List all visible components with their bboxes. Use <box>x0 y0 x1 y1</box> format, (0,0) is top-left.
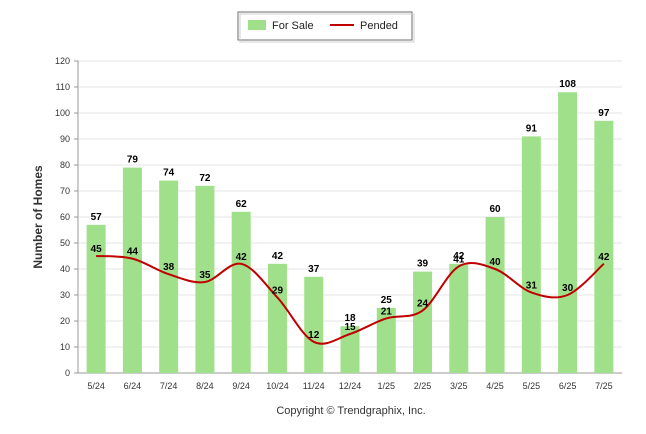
bar-for-sale <box>267 263 287 373</box>
y-tick-label: 70 <box>60 186 70 196</box>
y-tick-label: 110 <box>56 82 70 92</box>
for-sale-value-label: 91 <box>526 123 538 134</box>
for-sale-value-label: 72 <box>199 173 211 184</box>
bar-for-sale <box>521 136 541 373</box>
bar-for-sale <box>304 276 324 373</box>
bar-for-sale <box>159 180 179 373</box>
for-sale-value-label: 18 <box>344 313 356 324</box>
pended-value-label: 24 <box>417 299 429 310</box>
y-tick-label: 50 <box>60 238 70 248</box>
data-labels: 57 79 74 72 62 42 37 18 25 39 42 60 91 108 97 45 44 38 35 4… <box>91 79 610 341</box>
x-tick-label: 7/24 <box>160 381 178 391</box>
for-sale-value-label: 74 <box>163 168 175 179</box>
legend-swatch-for-sale <box>248 20 266 30</box>
pended-value-label: 30 <box>562 283 574 294</box>
pended-value-label: 15 <box>344 322 356 333</box>
bar-for-sale <box>340 326 360 373</box>
x-tick-label: 6/25 <box>559 381 577 391</box>
y-tick-label: 90 <box>60 134 70 144</box>
x-tick-label: 5/25 <box>523 381 541 391</box>
pended-value-label: 42 <box>236 252 248 263</box>
bar-for-sale <box>231 211 251 373</box>
y-tick-label: 30 <box>60 290 70 300</box>
bar-for-sale <box>594 120 614 373</box>
x-tick-label: 7/25 <box>595 381 613 391</box>
bar-for-sale <box>413 271 433 373</box>
for-sale-value-label: 108 <box>559 79 576 90</box>
pended-value-label: 21 <box>381 306 393 317</box>
for-sale-value-label: 37 <box>308 264 320 275</box>
for-sale-value-label: 60 <box>490 204 502 215</box>
x-axis-ticks: 5/24 6/24 7/24 8/24 9/24 10/24 11/24 12/24 1/25 2… <box>87 381 612 391</box>
pended-series-line <box>96 255 605 345</box>
bar-for-sale <box>376 308 396 373</box>
legend-label-pended: Pended <box>360 20 398 32</box>
for-sale-value-label: 97 <box>598 108 610 119</box>
x-tick-label: 12/24 <box>339 381 362 391</box>
pended-value-label: 44 <box>127 247 139 258</box>
bar-for-sale <box>449 263 469 373</box>
y-tick-label: 0 <box>65 368 70 378</box>
legend-label-for-sale: For Sale <box>272 20 314 32</box>
pended-value-label: 40 <box>490 257 502 268</box>
y-tick-label: 20 <box>60 316 70 326</box>
x-tick-label: 11/24 <box>303 381 325 391</box>
pended-value-label: 45 <box>91 244 103 255</box>
bars <box>86 92 614 373</box>
for-sale-value-label: 57 <box>91 212 103 223</box>
pended-value-label: 41 <box>453 254 465 265</box>
x-tick-label: 9/24 <box>232 381 250 391</box>
x-tick-label: 8/24 <box>196 381 214 391</box>
pended-line <box>96 255 605 345</box>
y-tick-label: 120 <box>55 56 70 66</box>
bar-for-sale <box>485 217 505 373</box>
x-tick-label: 3/25 <box>450 381 468 391</box>
copyright: Copyright © Trendgraphix, Inc. <box>276 405 425 417</box>
x-tick-label: 4/25 <box>486 381 504 391</box>
x-tick-label: 10/24 <box>266 381 289 391</box>
pended-value-label: 31 <box>526 280 538 291</box>
y-tick-label: 60 <box>60 212 70 222</box>
x-tick-label: 6/24 <box>124 381 142 391</box>
y-tick-label: 100 <box>55 108 70 118</box>
for-sale-value-label: 42 <box>453 251 465 262</box>
for-sale-value-label: 42 <box>272 251 284 262</box>
bar-for-sale <box>195 185 215 373</box>
y-tick-label: 80 <box>60 160 70 170</box>
for-sale-value-label: 79 <box>127 155 139 166</box>
y-axis-title: Number of Homes <box>31 165 45 269</box>
pended-value-label: 12 <box>308 330 320 341</box>
x-tick-label: 2/25 <box>414 381 432 391</box>
bar-for-sale <box>558 92 578 373</box>
x-tick-label: 5/24 <box>87 381 105 391</box>
for-sale-value-label: 25 <box>381 295 393 306</box>
pended-value-label: 38 <box>163 262 175 273</box>
for-sale-value-label: 62 <box>236 199 248 210</box>
y-axis-ticks: 0 10 20 30 40 50 60 70 80 90 100 110 120 <box>55 56 79 378</box>
y-tick-label: 10 <box>60 342 70 352</box>
pended-value-label: 42 <box>598 252 610 263</box>
x-tick-label: 1/25 <box>378 381 396 391</box>
legend: For Sale Pended <box>237 11 415 43</box>
pended-value-label: 35 <box>199 270 211 281</box>
bar-for-sale <box>122 167 142 373</box>
bar-for-sale <box>86 224 106 373</box>
y-tick-label: 40 <box>60 264 70 274</box>
for-sale-value-label: 39 <box>417 259 429 270</box>
pended-value-label: 29 <box>272 286 284 297</box>
